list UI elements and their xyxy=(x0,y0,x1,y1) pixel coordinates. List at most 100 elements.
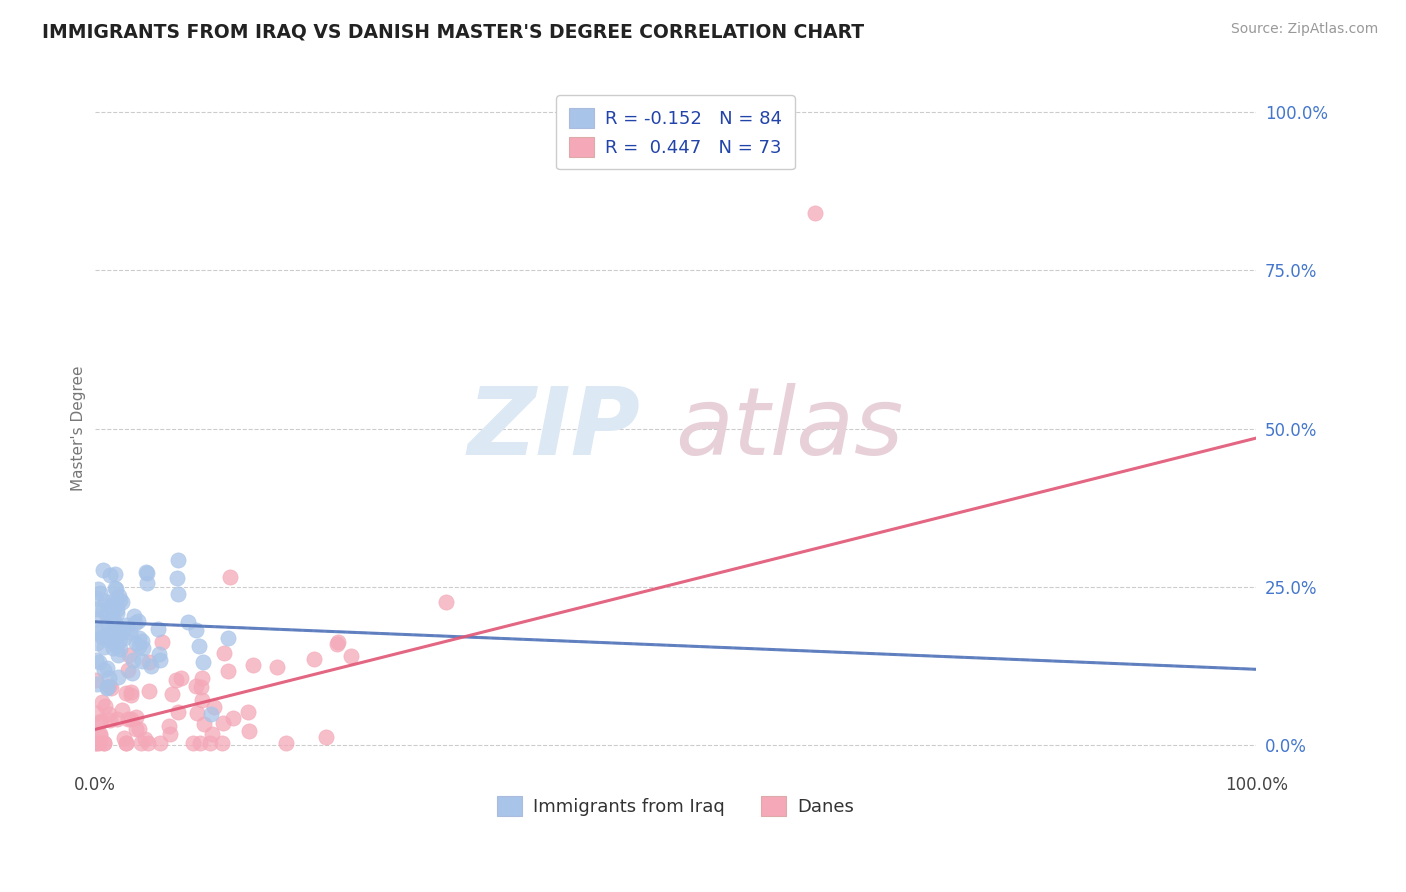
Point xyxy=(84,706,107,720)
Point xyxy=(128,722,150,736)
Point xyxy=(134,731,156,746)
Point xyxy=(121,665,143,680)
Point xyxy=(117,712,139,726)
Point xyxy=(105,637,128,651)
Point xyxy=(107,670,129,684)
Point xyxy=(118,648,141,662)
Point xyxy=(104,618,127,632)
Point xyxy=(315,731,337,745)
Point xyxy=(93,736,115,750)
Point xyxy=(266,660,288,674)
Point xyxy=(89,585,111,599)
Point xyxy=(89,727,111,741)
Point xyxy=(105,602,128,616)
Point xyxy=(91,603,114,617)
Point xyxy=(125,710,148,724)
Point xyxy=(326,635,349,649)
Point xyxy=(326,637,349,651)
Point xyxy=(107,648,129,663)
Point xyxy=(238,724,260,739)
Point xyxy=(105,713,128,727)
Point xyxy=(97,617,120,632)
Point xyxy=(236,705,259,719)
Point xyxy=(191,656,214,670)
Point xyxy=(167,553,190,567)
Point xyxy=(87,582,110,596)
Point xyxy=(193,716,215,731)
Point xyxy=(191,671,214,685)
Point xyxy=(89,714,111,728)
Point xyxy=(84,736,107,750)
Point xyxy=(93,736,115,750)
Point xyxy=(222,711,245,725)
Point xyxy=(148,647,170,661)
Point xyxy=(165,673,187,687)
Point xyxy=(90,630,112,644)
Point xyxy=(97,679,120,693)
Point xyxy=(96,661,118,675)
Point xyxy=(104,596,127,610)
Point xyxy=(114,736,136,750)
Point xyxy=(131,634,153,648)
Text: ZIP: ZIP xyxy=(468,383,641,475)
Point xyxy=(211,716,233,731)
Point xyxy=(219,570,242,584)
Point xyxy=(103,594,125,608)
Point xyxy=(114,686,136,700)
Point xyxy=(112,631,135,645)
Point xyxy=(84,736,107,750)
Point xyxy=(100,681,122,696)
Point xyxy=(100,612,122,626)
Point xyxy=(103,614,125,628)
Point xyxy=(103,597,125,611)
Point xyxy=(103,601,125,615)
Point xyxy=(98,714,121,728)
Point xyxy=(212,646,235,660)
Text: Source: ZipAtlas.com: Source: ZipAtlas.com xyxy=(1230,22,1378,37)
Point xyxy=(150,635,173,649)
Point xyxy=(96,681,118,696)
Point xyxy=(98,707,121,722)
Point xyxy=(100,601,122,615)
Point xyxy=(188,736,211,750)
Point xyxy=(90,623,112,637)
Point xyxy=(186,706,208,720)
Point xyxy=(200,736,222,750)
Point xyxy=(98,598,121,612)
Point xyxy=(108,626,131,640)
Point xyxy=(94,594,117,608)
Point xyxy=(96,628,118,642)
Point xyxy=(105,640,128,654)
Point xyxy=(177,615,200,629)
Point xyxy=(132,641,155,656)
Point xyxy=(217,664,239,678)
Point xyxy=(84,673,107,688)
Point xyxy=(128,639,150,653)
Point xyxy=(105,607,128,621)
Point xyxy=(117,663,139,677)
Point xyxy=(434,595,457,609)
Point xyxy=(111,703,134,717)
Point xyxy=(157,719,180,733)
Point xyxy=(184,623,207,637)
Point xyxy=(166,571,188,585)
Point xyxy=(304,652,326,666)
Point xyxy=(202,700,225,714)
Point xyxy=(100,625,122,640)
Point xyxy=(167,706,190,720)
Point xyxy=(127,614,149,628)
Point xyxy=(86,636,108,650)
Point xyxy=(112,731,135,746)
Point xyxy=(101,641,124,656)
Text: atlas: atlas xyxy=(675,383,904,474)
Point xyxy=(89,715,111,730)
Point xyxy=(89,625,111,640)
Point xyxy=(129,736,152,750)
Point xyxy=(138,655,160,669)
Point xyxy=(94,607,117,621)
Point xyxy=(120,712,142,726)
Point xyxy=(104,566,127,581)
Point xyxy=(89,736,111,750)
Point xyxy=(188,639,211,653)
Point xyxy=(91,563,114,577)
